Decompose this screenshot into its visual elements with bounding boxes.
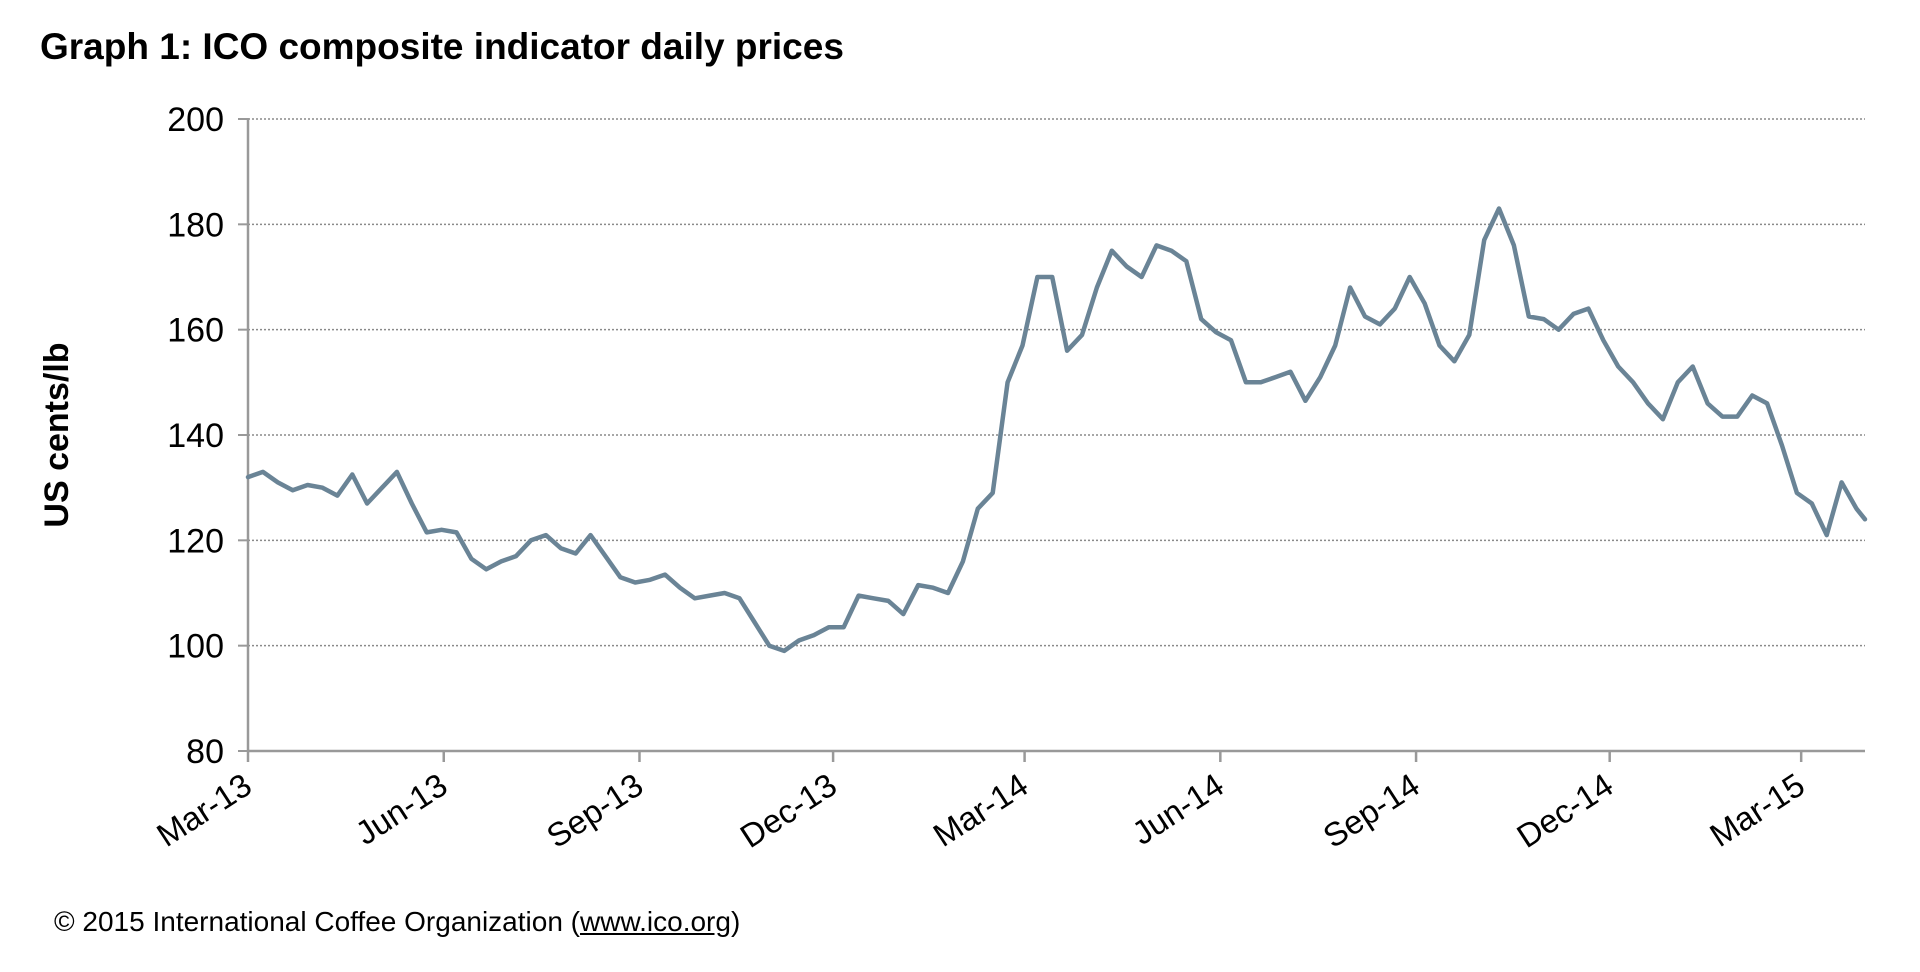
ico-website-link[interactable]: www.ico.org xyxy=(580,906,731,937)
y-tick-label: 120 xyxy=(167,522,224,560)
x-tick-label: Mar-14 xyxy=(927,766,1035,854)
footer-prefix: © 2015 International Coffee Organization… xyxy=(54,906,580,937)
x-tick-label: Mar-15 xyxy=(1703,766,1811,854)
y-axis-label: US cents/lb xyxy=(38,342,76,527)
price-series-line xyxy=(245,206,1868,654)
y-tick-label: 140 xyxy=(167,417,224,455)
y-tick-label: 180 xyxy=(167,206,224,244)
x-tick-label: Mar-13 xyxy=(150,766,258,854)
x-tick-label: Dec-13 xyxy=(734,766,843,855)
y-tick-label: 200 xyxy=(167,101,224,139)
y-tick-label: 100 xyxy=(167,628,224,666)
x-tick-label: Sep-13 xyxy=(540,766,649,855)
footer-suffix: ) xyxy=(730,906,741,937)
x-tick-label: Dec-14 xyxy=(1510,766,1619,855)
copyright-footer: © 2015 International Coffee Organization… xyxy=(54,906,740,938)
y-tick-label: 80 xyxy=(186,733,224,771)
x-tick-label: Sep-14 xyxy=(1316,766,1425,855)
chart-title: Graph 1: ICO composite indicator daily p… xyxy=(40,26,844,67)
x-tick-label: Jun-14 xyxy=(1125,766,1230,852)
x-tick-label: Jun-13 xyxy=(349,766,454,852)
y-tick-label: 160 xyxy=(167,312,224,350)
